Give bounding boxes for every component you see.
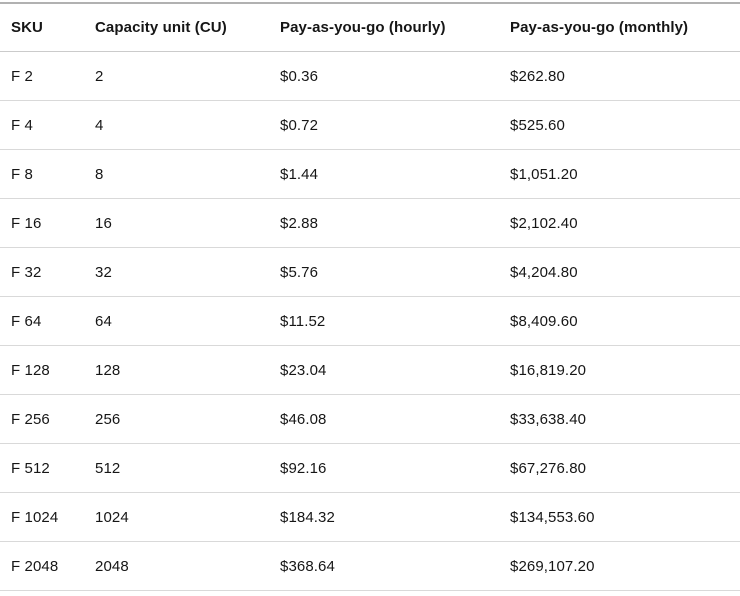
cell-capacity-unit: 1024	[84, 492, 269, 542]
cell-payg-monthly: $33,638.40	[499, 394, 740, 444]
cell-payg-hourly: $184.32	[269, 492, 499, 542]
cell-capacity-unit: 2	[84, 51, 269, 101]
cell-capacity-unit: 64	[84, 296, 269, 346]
cell-payg-hourly: $23.04	[269, 345, 499, 395]
cell-payg-hourly: $0.72	[269, 100, 499, 150]
cell-capacity-unit: 8	[84, 149, 269, 199]
cell-payg-monthly: $1,051.20	[499, 149, 740, 199]
cell-payg-monthly: $269,107.20	[499, 541, 740, 591]
cell-payg-hourly: $368.64	[269, 541, 499, 591]
cell-payg-monthly: $4,204.80	[499, 247, 740, 297]
header-row: SKU Capacity unit (CU) Pay-as-you-go (ho…	[0, 3, 740, 52]
cell-capacity-unit: 256	[84, 394, 269, 444]
cell-sku: F 2	[0, 51, 84, 101]
cell-payg-monthly: $262.80	[499, 51, 740, 101]
table-row: F 8 8 $1.44 $1,051.20	[0, 149, 740, 199]
cell-payg-hourly: $2.88	[269, 198, 499, 248]
cell-capacity-unit: 16	[84, 198, 269, 248]
table-row: F 128 128 $23.04 $16,819.20	[0, 345, 740, 395]
cell-sku: F 256	[0, 394, 84, 444]
cell-sku: F 4	[0, 100, 84, 150]
cell-sku: F 64	[0, 296, 84, 346]
cell-capacity-unit: 512	[84, 443, 269, 493]
cell-sku: F 2048	[0, 541, 84, 591]
table-row: F 512 512 $92.16 $67,276.80	[0, 443, 740, 493]
table-row: F 4 4 $0.72 $525.60	[0, 100, 740, 150]
cell-sku: F 512	[0, 443, 84, 493]
cell-sku: F 32	[0, 247, 84, 297]
table-row: F 2048 2048 $368.64 $269,107.20	[0, 541, 740, 591]
cell-payg-hourly: $11.52	[269, 296, 499, 346]
cell-sku: F 1024	[0, 492, 84, 542]
table-row: F 64 64 $11.52 $8,409.60	[0, 296, 740, 346]
column-header-capacity-unit: Capacity unit (CU)	[84, 3, 269, 52]
table-row: F 2 2 $0.36 $262.80	[0, 51, 740, 101]
cell-payg-monthly: $134,553.60	[499, 492, 740, 542]
column-header-payg-monthly: Pay-as-you-go (monthly)	[499, 3, 740, 52]
table-body: F 2 2 $0.36 $262.80 F 4 4 $0.72 $525.60 …	[0, 51, 740, 591]
cell-payg-hourly: $92.16	[269, 443, 499, 493]
cell-payg-monthly: $16,819.20	[499, 345, 740, 395]
cell-sku: F 16	[0, 198, 84, 248]
table-row: F 1024 1024 $184.32 $134,553.60	[0, 492, 740, 542]
cell-capacity-unit: 4	[84, 100, 269, 150]
column-header-sku: SKU	[0, 3, 84, 52]
column-header-payg-hourly: Pay-as-you-go (hourly)	[269, 3, 499, 52]
cell-payg-monthly: $525.60	[499, 100, 740, 150]
table-row: F 16 16 $2.88 $2,102.40	[0, 198, 740, 248]
cell-payg-hourly: $0.36	[269, 51, 499, 101]
cell-capacity-unit: 32	[84, 247, 269, 297]
cell-payg-hourly: $46.08	[269, 394, 499, 444]
cell-payg-hourly: $5.76	[269, 247, 499, 297]
cell-payg-monthly: $67,276.80	[499, 443, 740, 493]
cell-capacity-unit: 128	[84, 345, 269, 395]
table-header: SKU Capacity unit (CU) Pay-as-you-go (ho…	[0, 3, 740, 52]
cell-payg-hourly: $1.44	[269, 149, 499, 199]
cell-payg-monthly: $8,409.60	[499, 296, 740, 346]
table-row: F 256 256 $46.08 $33,638.40	[0, 394, 740, 444]
cell-capacity-unit: 2048	[84, 541, 269, 591]
cell-sku: F 128	[0, 345, 84, 395]
cell-sku: F 8	[0, 149, 84, 199]
cell-payg-monthly: $2,102.40	[499, 198, 740, 248]
table-row: F 32 32 $5.76 $4,204.80	[0, 247, 740, 297]
